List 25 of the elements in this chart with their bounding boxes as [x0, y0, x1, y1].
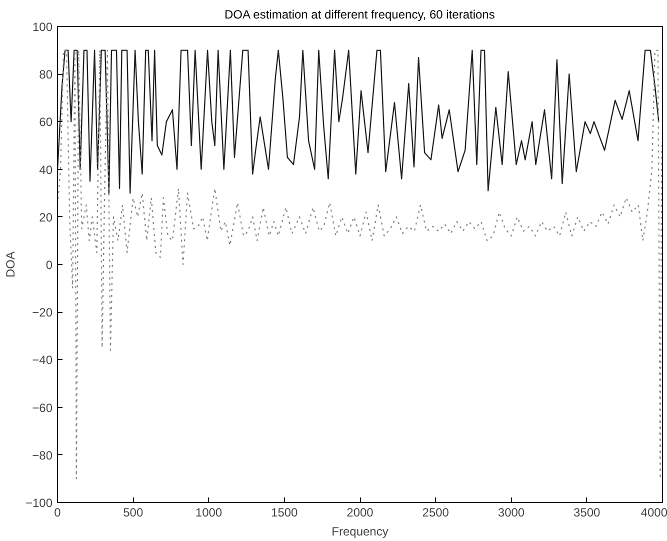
y-tick-label: 20	[39, 210, 53, 224]
x-tick-label: 2500	[422, 506, 450, 520]
y-tick-label: 100	[32, 20, 53, 34]
y-tick-label: −20	[32, 306, 53, 320]
line-series	[58, 50, 662, 480]
x-tick-label: 3000	[498, 506, 525, 520]
y-axis-title: DOA	[3, 251, 18, 278]
x-axis-title: Frequency	[332, 524, 388, 538]
y-tick-label: 80	[39, 68, 53, 82]
x-tick-label: 1000	[195, 506, 222, 520]
x-tick-label: 1500	[271, 506, 298, 520]
y-tick-label: −40	[32, 353, 53, 368]
line-series	[58, 50, 660, 194]
y-tick-label: 60	[39, 115, 53, 130]
x-tick-label: 2000	[346, 506, 374, 520]
x-tick-label: 4000	[640, 506, 667, 520]
y-tick-label: −60	[32, 400, 53, 415]
x-tick-label: 500	[123, 506, 144, 520]
y-tick-label: −80	[32, 448, 53, 462]
y-tick-label: 0	[46, 258, 53, 272]
y-tick-label: −100	[25, 496, 53, 510]
y-tick-label: 40	[39, 162, 53, 177]
chart-title: DOA estimation at different frequency, 60 iterations	[224, 8, 495, 22]
x-tick-label: 0	[54, 506, 62, 520]
x-tick-label: 3500	[574, 506, 601, 520]
